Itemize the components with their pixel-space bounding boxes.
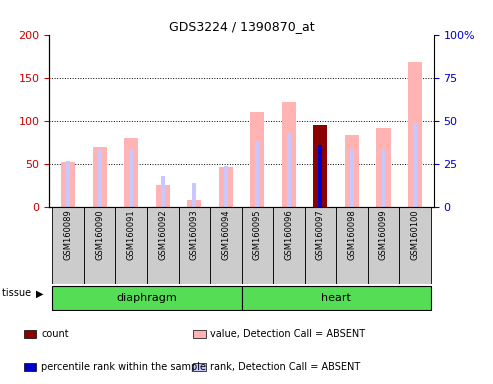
- Bar: [350, 151, 354, 207]
- Bar: [255, 142, 259, 207]
- Bar: [124, 138, 139, 207]
- Text: heart: heart: [321, 293, 351, 303]
- Text: GSM160090: GSM160090: [95, 210, 104, 260]
- Text: GSM160096: GSM160096: [284, 210, 293, 260]
- Bar: [399, 207, 431, 284]
- Bar: [147, 207, 178, 284]
- Bar: [382, 151, 386, 207]
- Bar: [305, 207, 336, 284]
- Bar: [52, 207, 84, 284]
- Bar: [84, 207, 115, 284]
- Text: GSM160093: GSM160093: [190, 210, 199, 260]
- Text: GSM160098: GSM160098: [348, 210, 356, 260]
- Text: GSM160091: GSM160091: [127, 210, 136, 260]
- Bar: [413, 123, 417, 207]
- Bar: [242, 207, 273, 284]
- Bar: [368, 207, 399, 284]
- Text: rank, Detection Call = ABSENT: rank, Detection Call = ABSENT: [211, 362, 360, 372]
- Text: value, Detection Call = ABSENT: value, Detection Call = ABSENT: [211, 329, 365, 339]
- Bar: [161, 176, 165, 207]
- Bar: [313, 125, 327, 207]
- Text: GSM160099: GSM160099: [379, 210, 388, 260]
- Text: tissue: tissue: [2, 288, 35, 298]
- Bar: [24, 362, 36, 371]
- Bar: [98, 151, 102, 207]
- Text: ▶: ▶: [35, 288, 43, 298]
- Text: GSM160092: GSM160092: [158, 210, 167, 260]
- Bar: [61, 162, 75, 207]
- Text: GSM160097: GSM160097: [316, 210, 325, 260]
- Bar: [376, 128, 390, 207]
- Bar: [115, 207, 147, 284]
- Bar: [24, 330, 36, 338]
- Bar: [345, 135, 359, 207]
- Text: GSM160089: GSM160089: [64, 210, 72, 260]
- Text: percentile rank within the sample: percentile rank within the sample: [41, 362, 206, 372]
- Bar: [250, 113, 264, 207]
- Bar: [282, 102, 296, 207]
- Bar: [224, 166, 228, 207]
- Bar: [336, 207, 368, 284]
- Bar: [287, 133, 291, 207]
- Bar: [210, 207, 242, 284]
- Bar: [67, 161, 70, 207]
- Bar: [193, 330, 206, 338]
- Bar: [52, 286, 242, 310]
- Title: GDS3224 / 1390870_at: GDS3224 / 1390870_at: [169, 20, 315, 33]
- Text: GSM160100: GSM160100: [411, 210, 420, 260]
- Text: diaphragm: diaphragm: [117, 293, 177, 303]
- Bar: [187, 200, 201, 207]
- Bar: [273, 207, 305, 284]
- Bar: [192, 183, 196, 207]
- Text: GSM160094: GSM160094: [221, 210, 230, 260]
- Bar: [318, 145, 322, 207]
- Text: count: count: [41, 329, 69, 339]
- Bar: [219, 167, 233, 207]
- Bar: [156, 185, 170, 207]
- Bar: [193, 362, 206, 371]
- Bar: [178, 207, 210, 284]
- Bar: [93, 147, 107, 207]
- Bar: [242, 286, 431, 310]
- Bar: [129, 151, 133, 207]
- Bar: [408, 62, 422, 207]
- Text: GSM160095: GSM160095: [253, 210, 262, 260]
